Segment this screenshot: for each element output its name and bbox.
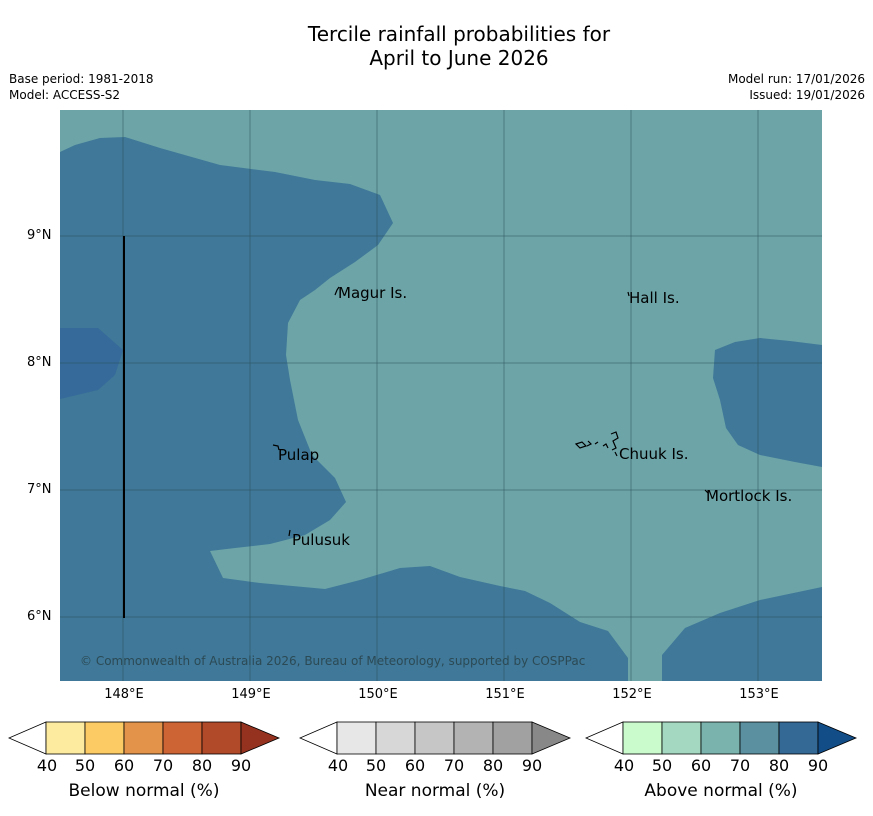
colorbar-above bbox=[585, 721, 858, 755]
near-segment-3 bbox=[414, 721, 455, 755]
magur-island bbox=[334, 286, 340, 296]
above-segment-3 bbox=[700, 721, 741, 755]
xlabel-152e: 152°E bbox=[612, 687, 652, 702]
above-title: Above normal (%) bbox=[644, 781, 798, 801]
below-extend-high bbox=[240, 721, 281, 755]
label-hall: Hall Is. bbox=[629, 289, 680, 307]
xlabel-150e: 150°E bbox=[358, 687, 398, 702]
region-above-80-southeast bbox=[662, 587, 822, 681]
chuuk-islands bbox=[574, 431, 619, 457]
xlabel-153e: 153°E bbox=[739, 687, 779, 702]
near-tick-70: 70 bbox=[443, 756, 465, 775]
near-segment-5 bbox=[492, 721, 533, 755]
above-segment-4 bbox=[739, 721, 780, 755]
label-pulap: Pulap bbox=[278, 446, 319, 464]
pulusuk-island bbox=[288, 529, 291, 537]
above-tick-40: 40 bbox=[613, 756, 635, 775]
near-tick-90: 90 bbox=[521, 756, 543, 775]
colorbar-near bbox=[299, 721, 572, 755]
base-period: Base period: 1981-2018 bbox=[9, 72, 154, 86]
below-tick-80: 80 bbox=[191, 756, 213, 775]
ylabel-6n: 6°N bbox=[27, 609, 52, 624]
model-name: Model: ACCESS-S2 bbox=[9, 88, 121, 102]
near-tick-50: 50 bbox=[365, 756, 387, 775]
graticule bbox=[60, 110, 822, 681]
above-segment-2 bbox=[661, 721, 702, 755]
below-segment-2 bbox=[84, 721, 125, 755]
mortlock-island bbox=[704, 489, 709, 494]
below-extend-low bbox=[8, 721, 47, 755]
rainfall-map: Magur Is. Hall Is. Pulap Chuuk Is. Mortl… bbox=[60, 110, 822, 681]
near-title: Near normal (%) bbox=[364, 781, 506, 801]
label-pulusuk: Pulusuk bbox=[292, 531, 350, 549]
pulap-island bbox=[272, 444, 280, 451]
model-run: Model run: 17/01/2026 bbox=[727, 72, 865, 86]
map-title: Tercile rainfall probabilities for April… bbox=[0, 22, 873, 70]
xlabel-149e: 149°E bbox=[231, 687, 271, 702]
below-title: Below normal (%) bbox=[68, 781, 220, 801]
label-chuuk: Chuuk Is. bbox=[619, 445, 688, 463]
near-tick-40: 40 bbox=[327, 756, 349, 775]
above-extend-high bbox=[817, 721, 858, 755]
above-tick-50: 50 bbox=[651, 756, 673, 775]
near-segment-1 bbox=[336, 721, 377, 755]
colorbar-below bbox=[8, 721, 281, 755]
near-segment-4 bbox=[453, 721, 494, 755]
xlabel-151e: 151°E bbox=[485, 687, 525, 702]
above-tick-90: 90 bbox=[807, 756, 829, 775]
xlabel-148e: 148°E bbox=[104, 687, 144, 702]
above-segment-1 bbox=[622, 721, 663, 755]
label-mortlock: Mortlock Is. bbox=[706, 487, 792, 505]
below-tick-60: 60 bbox=[113, 756, 135, 775]
region-above-80-west bbox=[60, 137, 628, 681]
issued-date: Issued: 19/01/2026 bbox=[749, 88, 865, 102]
meta-left: Base period: 1981-2018 Model: ACCESS-S2 bbox=[9, 71, 154, 103]
above-tick-80: 80 bbox=[768, 756, 790, 775]
above-tick-70: 70 bbox=[729, 756, 751, 775]
below-tick-40: 40 bbox=[36, 756, 58, 775]
below-segment-1 bbox=[45, 721, 86, 755]
ylabel-7n: 7°N bbox=[27, 482, 52, 497]
below-tick-70: 70 bbox=[152, 756, 174, 775]
title-line-1: Tercile rainfall probabilities for bbox=[307, 22, 611, 46]
ylabel-8n: 8°N bbox=[27, 355, 52, 370]
near-segment-2 bbox=[375, 721, 416, 755]
near-extend-low bbox=[299, 721, 338, 755]
near-extend-high bbox=[531, 721, 572, 755]
below-tick-90: 90 bbox=[230, 756, 252, 775]
place-labels: Magur Is. Hall Is. Pulap Chuuk Is. Mortl… bbox=[278, 284, 792, 549]
meta-right: Model run: 17/01/2026 Issued: 19/01/2026 bbox=[728, 71, 865, 103]
above-segment-5 bbox=[778, 721, 819, 755]
below-segment-5 bbox=[201, 721, 242, 755]
below-segment-3 bbox=[123, 721, 164, 755]
hall-island bbox=[627, 291, 630, 297]
below-tick-50: 50 bbox=[74, 756, 96, 775]
near-tick-60: 60 bbox=[404, 756, 426, 775]
label-magur: Magur Is. bbox=[338, 284, 407, 302]
region-above-80-east bbox=[713, 338, 822, 467]
above-tick-60: 60 bbox=[690, 756, 712, 775]
below-segment-4 bbox=[162, 721, 203, 755]
island-outlines bbox=[272, 286, 709, 537]
near-tick-80: 80 bbox=[482, 756, 504, 775]
above-extend-low bbox=[585, 721, 624, 755]
ylabel-9n: 9°N bbox=[27, 228, 52, 243]
copyright-notice: © Commonwealth of Australia 2026, Bureau… bbox=[80, 654, 585, 668]
title-line-2: April to June 2026 bbox=[369, 46, 549, 70]
